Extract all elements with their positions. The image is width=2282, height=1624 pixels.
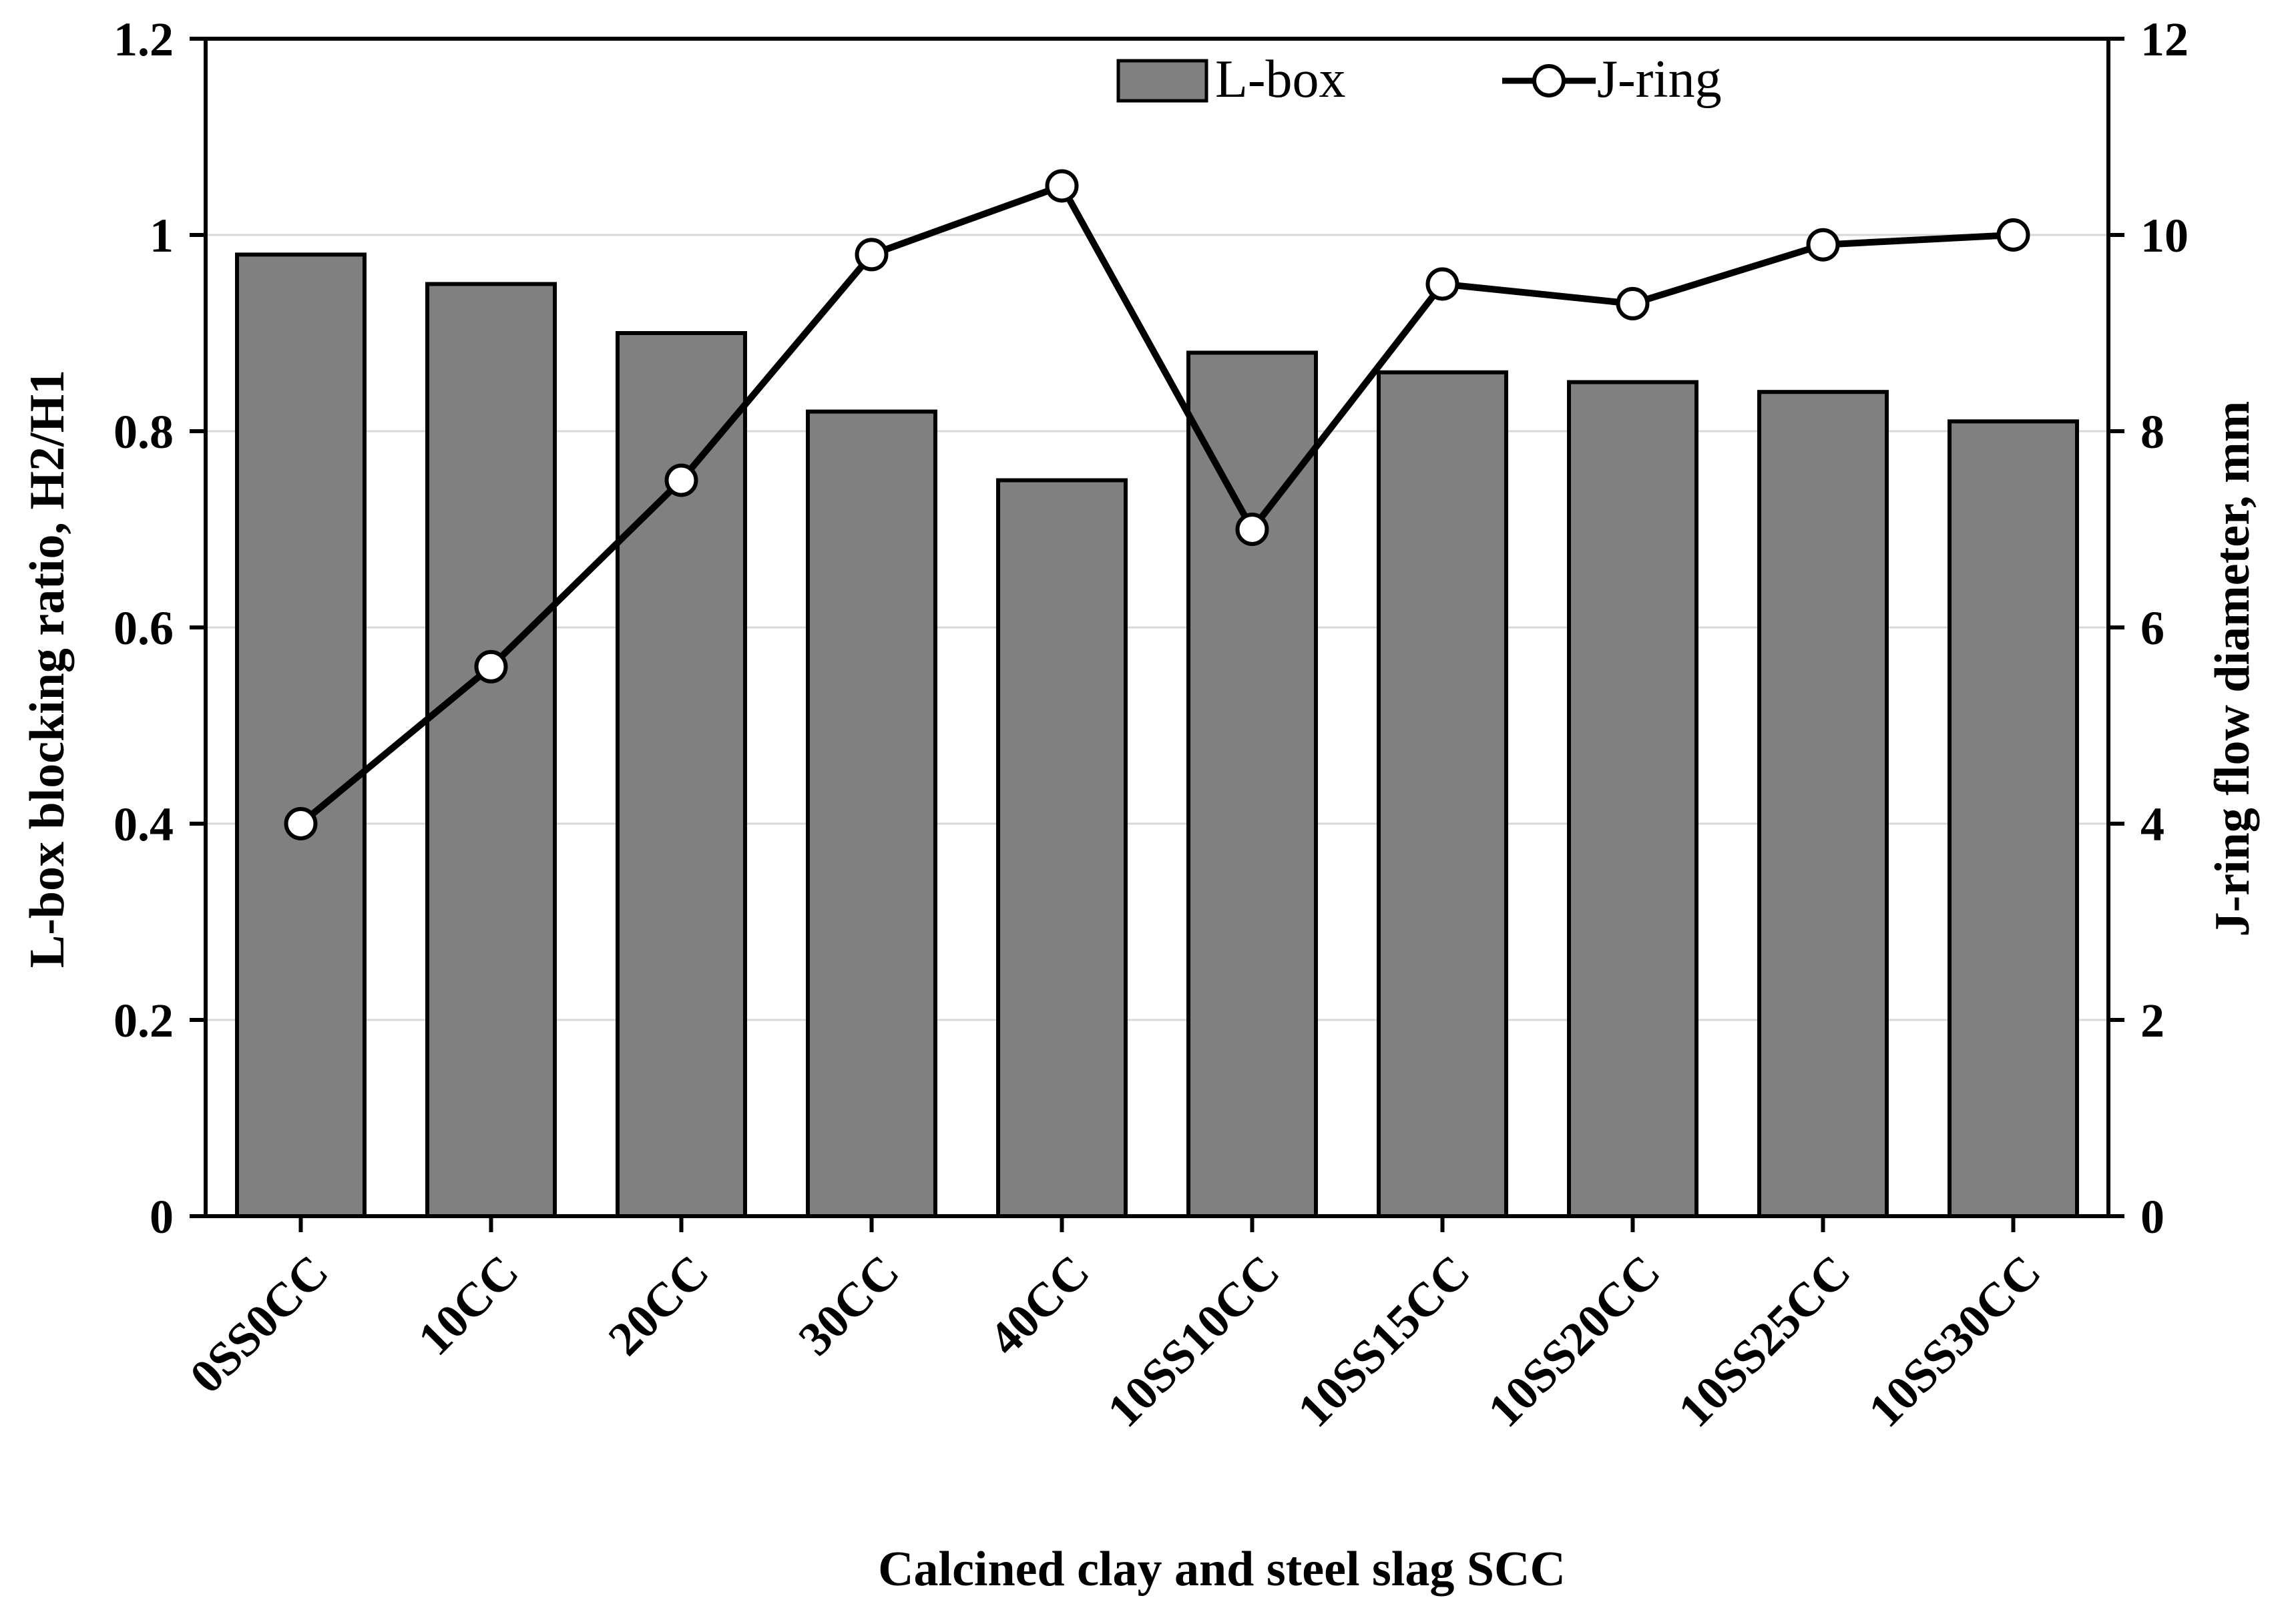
- y2-tick-label-5: 10: [2140, 209, 2189, 262]
- y-tick-label-1: 0.2: [113, 994, 174, 1047]
- bar-0ss0cc: [235, 252, 367, 1218]
- line-layer: [284, 169, 2030, 840]
- bar-10ss30cc: [1948, 419, 2079, 1218]
- y2-axis-title: J-ring flow diameter, mm: [2205, 401, 2260, 937]
- point-j-ring-10ss15cc: [1425, 267, 1459, 301]
- y-tick-label-0: 0: [150, 1190, 174, 1244]
- y2-tick-label-0: 0: [2140, 1190, 2164, 1244]
- x-axis-title: Calcined clay and steel slag SCC: [878, 1542, 1566, 1597]
- bar-10ss25cc: [1757, 390, 1889, 1219]
- point-j-ring-40cc: [1045, 169, 1079, 203]
- y-tick-label-3: 0.6: [113, 601, 174, 655]
- bar-40cc: [996, 478, 1128, 1218]
- bar-30cc: [806, 409, 937, 1218]
- bar-10ss15cc: [1377, 370, 1508, 1218]
- point-j-ring-10ss20cc: [1616, 286, 1650, 320]
- x-tick-label-10cc: 10CC: [408, 1245, 529, 1366]
- y2-tick-label-6: 12: [2140, 13, 2189, 66]
- y2-tick-label-1: 2: [2140, 994, 2164, 1047]
- bar-10ss10cc: [1186, 350, 1318, 1218]
- y2-tick-label-3: 6: [2140, 601, 2164, 655]
- bar-layer: [235, 252, 2079, 1219]
- x-tick-label-30cc: 30CC: [788, 1245, 909, 1366]
- tick-layer: [190, 37, 2124, 1232]
- point-j-ring-10ss30cc: [1996, 218, 2030, 252]
- legend-swatch-l-box: [1116, 59, 1208, 103]
- legend-label-j-ring: J-ring: [1597, 50, 1722, 109]
- x-tick-label-10ss25cc: 10SS25CC: [1668, 1245, 1861, 1438]
- y-tick-label-4: 0.8: [113, 405, 174, 459]
- y2-tick-label-4: 8: [2140, 405, 2164, 459]
- line-j-ring: [298, 182, 2014, 826]
- legend: L-box J-ring: [1116, 50, 1722, 109]
- bar-10ss20cc: [1567, 380, 1698, 1218]
- x-tick-label-40cc: 40CC: [979, 1245, 1100, 1366]
- bar-10cc: [425, 282, 557, 1218]
- x-tick-label-10ss10cc: 10SS10CC: [1097, 1245, 1290, 1438]
- point-j-ring-30cc: [855, 238, 889, 272]
- point-j-ring-10cc: [474, 649, 508, 684]
- point-j-ring-0ss0cc: [284, 807, 318, 840]
- point-j-ring-20cc: [664, 463, 698, 497]
- y-axis-title: L-box blocking ratio, H2/H1: [20, 370, 75, 968]
- x-tick-label-0ss0cc: 0SS0CC: [180, 1245, 338, 1404]
- x-tick-label-20cc: 20CC: [598, 1245, 719, 1366]
- point-j-ring-10ss25cc: [1806, 228, 1840, 262]
- x-tick-label-10ss30cc: 10SS30CC: [1858, 1245, 2051, 1438]
- legend-marker-j-ring: [1532, 64, 1566, 97]
- x-tick-label-10ss20cc: 10SS20CC: [1477, 1245, 1670, 1438]
- y-tick-label-5: 1: [150, 209, 174, 262]
- y-tick-label-6: 1.2: [113, 13, 174, 66]
- y2-tick-label-2: 4: [2140, 798, 2164, 851]
- point-j-ring-10ss10cc: [1235, 513, 1269, 546]
- y-tick-label-2: 0.4: [113, 798, 174, 851]
- legend-label-l-box: L-box: [1215, 50, 1346, 109]
- x-tick-label-10ss15cc: 10SS15CC: [1287, 1245, 1480, 1438]
